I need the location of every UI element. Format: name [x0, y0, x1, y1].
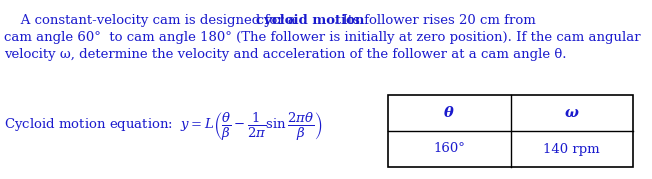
Text: Cycloid motion equation:  $y = L\left(\dfrac{\theta}{\beta} - \dfrac{1}{2\pi}\si: Cycloid motion equation: $y = L\left(\df…	[4, 110, 323, 142]
Text: ω: ω	[565, 106, 579, 120]
Text: . Its follower rises 20 cm from: . Its follower rises 20 cm from	[334, 14, 535, 27]
Text: θ: θ	[445, 106, 454, 120]
Text: cycloid motion: cycloid motion	[256, 14, 364, 27]
Bar	[388, 95, 633, 167]
Text: cam angle 60°  to cam angle 180° (The follower is initially at zero position). I: cam angle 60° to cam angle 180° (The fol…	[4, 31, 641, 44]
Text: 140 rpm: 140 rpm	[543, 142, 600, 156]
Text: A constant-velocity cam is designed for a: A constant-velocity cam is designed for …	[8, 14, 300, 27]
Text: velocity ω, determine the velocity and acceleration of the follower at a cam ang: velocity ω, determine the velocity and a…	[4, 48, 567, 61]
Text: 160°: 160°	[434, 142, 465, 156]
